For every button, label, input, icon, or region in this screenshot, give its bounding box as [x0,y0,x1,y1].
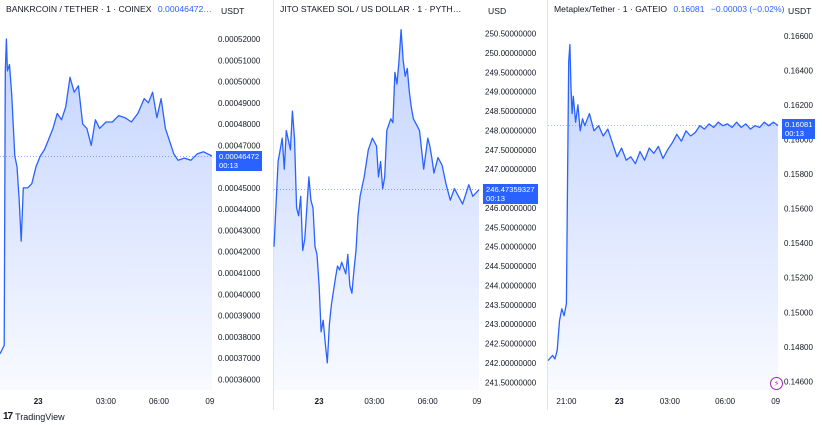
y-tick-label: 250.50000000 [485,30,537,39]
price-tag-value-2: 246.47359327 [486,184,535,194]
y-tick-label: 0.15400 [784,239,813,248]
chart-legend-2: JITO STAKED SOL / US DOLLAR · 1 · PYTH… [278,3,464,15]
y-tick-label: 0.00049000 [218,99,261,108]
unit-label-3: USDT [788,6,812,16]
y-tick-label: 0.00036000 [218,375,261,384]
price-tag-3: 0.16081 00:13 [782,119,816,140]
last-price-3: 0.16081 [673,4,705,14]
y-tick-label: 247.00000000 [485,165,537,174]
x-tick-label: 23 [315,397,324,406]
price-tag-time-3: 00:13 [785,129,805,139]
price-area-fill [548,44,778,390]
chart-legend-3: Metaplex/Tether · 1 · GATEIO 0.16081 −0.… [552,3,787,15]
lightning-icon[interactable]: ⚡ [770,377,783,390]
last-price-1: 0.00046472… [157,4,212,14]
y-tick-label: 243.00000000 [485,320,537,329]
price-line [273,29,480,364]
tradingview-logo[interactable]: 17 TradingView [3,411,65,422]
x-tick-label: 06:00 [715,397,736,406]
price-area-fill [274,29,479,390]
y-tick-label: 245.50000000 [485,223,537,232]
y-tick-label: 0.15000 [784,308,813,317]
x-tick-label: 09 [472,397,481,406]
x-tick-label: 23 [615,397,624,406]
tradingview-icon: 17 [3,411,13,422]
y-tick-label: 0.00050000 [218,78,261,87]
x-tick-label: 21:00 [556,397,577,406]
y-tick-label: 0.00051000 [218,56,261,65]
y-tick-label: 250.00000000 [485,49,537,58]
y-tick-label: 0.14800 [784,343,813,352]
x-tick-label: 23 [34,397,43,406]
panel-divider-2[interactable] [547,0,548,410]
y-tick-label: 0.14600 [784,377,813,386]
chart-legend-1: BANKRCOIN / TETHER · 1 · COINEX 0.000464… [4,3,214,15]
y-tick-label: 0.00048000 [218,120,261,129]
y-tick-label: 249.50000000 [485,68,537,77]
unit-label-1: USDT [221,6,245,16]
chart-panel-jitosol[interactable]: 250.50000000 250.00000000 249.50000000 249.… [273,0,546,410]
y-tick-label: 242.00000000 [485,359,537,368]
price-tag-value-3: 0.16081 [785,120,813,130]
y-tick-label: 245.00000000 [485,243,537,252]
y-tick-label: 0.00039000 [218,312,261,321]
price-line [547,43,779,362]
y-tick-label: 0.16600 [784,32,813,41]
price-line [0,38,213,355]
y-tick-label: 0.00042000 [218,248,261,257]
x-tick-label: 03:00 [364,397,385,406]
symbol-title-2[interactable]: JITO STAKED SOL / US DOLLAR · 1 · PYTH… [280,4,462,14]
x-tick-label: 03:00 [660,397,681,406]
y-tick-label: 246.00000000 [485,204,537,213]
y-tick-label: 244.50000000 [485,262,537,271]
y-tick-label: 249.00000000 [485,88,537,97]
y-tick-label: 0.15200 [784,274,813,283]
y-tick-label: 0.00052000 [218,35,261,44]
y-tick-label: 0.15600 [784,205,813,214]
y-tick-label: 244.00000000 [485,281,537,290]
price-tag-time-1: 00:13 [219,160,239,170]
x-tick-label: 06:00 [418,397,439,406]
symbol-title-3[interactable]: Metaplex/Tether · 1 · GATEIO [554,4,668,14]
y-tick-label: 0.16400 [784,66,813,75]
x-tick-label: 09 [771,397,780,406]
price-area-fill [0,39,212,390]
chart-panel-metaplex[interactable]: 0.16600 0.16400 0.16200 0.16000 0.15800 0.156… [547,0,822,410]
y-tick-label: 0.00040000 [218,290,261,299]
price-tag-time-2: 00:13 [486,193,506,203]
price-tag-2: 246.47359327 00:13 [483,183,538,204]
price-tag-1: 0.00046472 00:13 [216,150,263,171]
price-tag-value-1: 0.00046472 [219,151,260,161]
symbol-title-1[interactable]: BANKRCOIN / TETHER · 1 · COINEX [6,4,152,14]
y-tick-label: 0.00044000 [218,205,261,214]
unit-label-2: USD [488,6,507,16]
y-tick-label: 247.50000000 [485,146,537,155]
y-tick-label: 248.50000000 [485,107,537,116]
price-change-3: −0.00003 (−0.02%) [710,4,785,14]
x-tick-label: 03:00 [96,397,117,406]
y-tick-label: 0.15800 [784,170,813,179]
x-tick-label: 09 [205,397,214,406]
y-tick-label: 0.00037000 [218,354,261,363]
y-tick-label: 0.16000 [784,135,813,144]
y-tick-label: 242.50000000 [485,340,537,349]
y-tick-label: 0.16200 [784,101,813,110]
y-tick-label: 0.00038000 [218,333,261,342]
y-tick-label: 0.00041000 [218,269,261,278]
panel-divider-1[interactable] [273,0,274,410]
chart-svg-3[interactable]: 0.16600 0.16400 0.16200 0.16000 0.15800 0.156… [547,0,822,410]
chart-svg-1[interactable]: 0.00052000 0.00051000 0.00050000 0.00049000… [0,0,272,410]
y-tick-label: 248.00000000 [485,126,537,135]
y-tick-label: 243.50000000 [485,301,537,310]
tradingview-wordmark: TradingView [15,411,65,422]
y-tick-label: 0.00047000 [218,141,261,150]
x-tick-label: 06:00 [149,397,170,406]
y-tick-label: 0.00045000 [218,184,261,193]
y-tick-label: 0.00043000 [218,226,261,235]
y-tick-label: 241.50000000 [485,378,537,387]
chart-panel-bankrcoin[interactable]: 0.00052000 0.00051000 0.00050000 0.00049000… [0,0,272,410]
chart-svg-2[interactable]: 250.50000000 250.00000000 249.50000000 249.… [273,0,546,410]
